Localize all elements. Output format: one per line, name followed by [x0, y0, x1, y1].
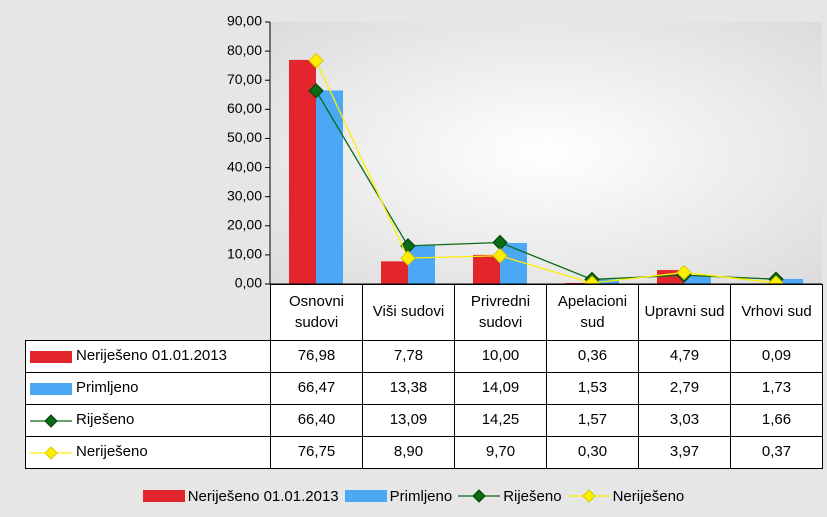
bar — [381, 261, 408, 284]
legend-swatch-bar — [142, 490, 185, 502]
table-series-label: Primljeno — [25, 372, 271, 405]
table-value: 14,09 — [454, 372, 547, 405]
table-value: 0,30 — [546, 436, 639, 469]
bar — [684, 275, 711, 284]
table-value: 3,97 — [638, 436, 731, 469]
marker — [676, 264, 692, 281]
table-value: 1,66 — [730, 404, 823, 437]
legend-label: Primljeno — [389, 487, 453, 505]
table-value: 66,40 — [270, 404, 363, 437]
bar — [289, 59, 316, 285]
legend-item: Neriješeno 01.01.2013 — [142, 487, 339, 505]
legend-swatch — [30, 350, 72, 363]
legend-swatch — [30, 445, 72, 460]
y-tick-label: 40,00 — [227, 158, 262, 174]
table-value: 3,03 — [638, 404, 731, 437]
table-value: 76,98 — [270, 340, 363, 373]
table-value: 1,53 — [546, 372, 639, 405]
legend-label: Neriješeno 01.01.2013 — [187, 487, 339, 505]
line — [315, 60, 777, 284]
series-name: Neriješeno — [76, 443, 148, 461]
x-tick-label: Vrhovi sud — [730, 284, 823, 341]
table-value: 76,75 — [270, 436, 363, 469]
marker — [492, 248, 508, 264]
plot-area — [270, 22, 822, 284]
table-value: 1,73 — [730, 372, 823, 405]
y-tick-label: 90,00 — [227, 13, 262, 29]
table-value: 4,79 — [638, 340, 731, 373]
table-series-label: Neriješeno 01.01.2013 — [25, 340, 271, 373]
y-tick-label: 70,00 — [227, 71, 262, 87]
legend-swatch — [344, 490, 387, 502]
y-tick-label: 50,00 — [227, 129, 262, 145]
table-value: 7,78 — [362, 340, 455, 373]
table-value: 0,09 — [730, 340, 823, 373]
series-name: Riješeno — [76, 411, 135, 429]
bar — [316, 90, 343, 284]
y-tick-label: 0,00 — [235, 275, 262, 291]
bar — [565, 282, 592, 284]
legend-swatch — [142, 490, 185, 502]
y-tick-label: 20,00 — [227, 216, 262, 232]
legend-swatch-bar — [30, 382, 72, 395]
legend-swatch-bar — [344, 490, 387, 502]
table-value: 13,09 — [362, 404, 455, 437]
table-value: 14,25 — [454, 404, 547, 437]
legend-swatch — [30, 382, 72, 395]
legend-swatch — [567, 489, 610, 503]
legend-swatch — [30, 413, 72, 428]
legend-swatch-marker — [44, 445, 58, 460]
table-value: 10,00 — [454, 340, 547, 373]
table-value: 0,37 — [730, 436, 823, 469]
x-tick-label: Osnovni sudovi — [270, 284, 363, 341]
y-tick-label: 10,00 — [227, 246, 262, 262]
bar — [500, 242, 527, 284]
marker — [308, 82, 324, 99]
legend-item: Neriješeno — [567, 487, 685, 505]
legend-item: Primljeno — [344, 487, 453, 505]
table-value: 66,47 — [270, 372, 363, 405]
x-tick-label: Apelacioni sud — [546, 284, 639, 341]
legend-item: Riješeno — [458, 487, 562, 505]
y-tick-label: 60,00 — [227, 100, 262, 116]
legend-swatch-bar — [30, 350, 72, 363]
marker — [400, 250, 416, 266]
legend-label: Riješeno — [503, 487, 562, 505]
legend-label: Neriješeno — [612, 487, 685, 505]
legend-swatch-marker — [472, 489, 486, 503]
legend-swatch-marker — [581, 489, 596, 503]
series-name: Primljeno — [76, 379, 139, 397]
table-series-label: Neriješeno — [25, 436, 271, 469]
table-value: 1,57 — [546, 404, 639, 437]
x-tick-label: Privredni sudovi — [454, 284, 547, 341]
marker — [308, 52, 324, 69]
x-tick-label: Upravni sud — [638, 284, 731, 341]
table-value: 8,90 — [362, 436, 455, 469]
table-value: 13,38 — [362, 372, 455, 405]
y-tick-label: 30,00 — [227, 187, 262, 203]
bar — [408, 245, 435, 284]
bar — [776, 278, 803, 284]
table-value: 0,36 — [546, 340, 639, 373]
legend: Neriješeno 01.01.2013 Primljeno Riješeno Ne… — [0, 484, 827, 508]
table-value: 9,70 — [454, 436, 547, 469]
bar — [473, 254, 500, 284]
x-tick-label: Viši sudovi — [362, 284, 455, 341]
line — [315, 90, 777, 281]
legend-swatch — [458, 489, 501, 503]
series-name: Neriješeno 01.01.2013 — [76, 347, 227, 365]
legend-swatch-marker — [44, 413, 58, 428]
y-tick-label: 80,00 — [227, 42, 262, 58]
table-series-label: Riješeno — [25, 404, 271, 437]
table-value: 2,79 — [638, 372, 731, 405]
